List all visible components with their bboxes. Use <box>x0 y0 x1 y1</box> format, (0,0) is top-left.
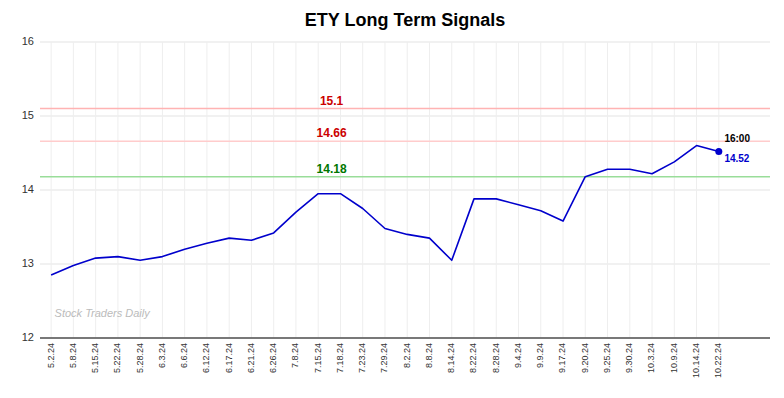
x-grid-line <box>340 42 341 338</box>
reference-label: 14.66 <box>317 126 347 140</box>
x-tick-label: 6.6.24 <box>179 343 189 368</box>
x-grid-line <box>318 42 319 338</box>
x-tick-label: 9.9.24 <box>535 343 545 368</box>
x-grid-line <box>696 42 697 338</box>
x-grid-line <box>73 42 74 338</box>
x-tick-label: 9.30.24 <box>624 343 634 373</box>
watermark: Stock Traders Daily <box>55 307 152 319</box>
x-tick-label: 7.8.24 <box>290 343 300 368</box>
y-grid-line <box>40 116 770 117</box>
x-grid-line <box>473 42 474 338</box>
x-grid-line <box>518 42 519 338</box>
end-time-label: 16:00 <box>724 133 750 144</box>
x-tick-label: 8.8.24 <box>424 343 434 368</box>
x-tick-label: 7.29.24 <box>379 343 389 373</box>
y-grid-line <box>40 42 770 43</box>
plot-area <box>40 109 770 276</box>
x-tick-label: 9.4.24 <box>513 343 523 368</box>
x-grid-line <box>162 42 163 338</box>
y-tick-label: 15 <box>22 109 34 121</box>
reference-line <box>40 108 770 110</box>
x-grid-line <box>206 42 207 338</box>
x-tick-label: 8.14.24 <box>446 343 456 373</box>
x-grid-line <box>384 42 385 338</box>
x-grid-line <box>184 42 185 338</box>
reference-label: 15.1 <box>320 94 344 108</box>
reference-line <box>40 176 770 178</box>
x-tick-label: 5.22.24 <box>112 343 122 373</box>
y-grid-line <box>40 264 770 265</box>
x-tick-label: 5.8.24 <box>68 343 78 368</box>
x-grid-line <box>451 42 452 338</box>
x-tick-label: 6.3.24 <box>157 343 167 368</box>
y-grid-line <box>40 190 770 191</box>
y-tick-label: 13 <box>22 257 34 269</box>
x-axis-line <box>40 337 770 338</box>
x-tick-label: 9.17.24 <box>557 343 567 373</box>
x-tick-label: 7.18.24 <box>335 343 345 373</box>
x-tick-label: 10.3.24 <box>646 343 656 373</box>
x-tick-label: 10.22.24 <box>713 343 723 378</box>
x-tick-label: 6.21.24 <box>246 343 256 373</box>
x-grid-line <box>540 42 541 338</box>
x-tick-label: 8.28.24 <box>491 343 501 373</box>
x-tick-label: 7.23.24 <box>357 343 367 373</box>
x-grid-line <box>496 42 497 338</box>
chart: 12 13 14 15 16 5.2.24 5.8.24 5.15.24 5.22.24 5.28… <box>0 0 784 398</box>
x-grid-line <box>140 42 141 338</box>
end-value-label: 14.52 <box>724 153 749 164</box>
x-tick-label: 6.26.24 <box>268 343 278 373</box>
x-tick-label: 10.9.24 <box>669 343 679 373</box>
x-grid-line <box>607 42 608 338</box>
x-grid-line <box>295 42 296 338</box>
x-grid-line <box>629 42 630 338</box>
x-tick-label: 5.15.24 <box>90 343 100 373</box>
x-tick-label: 5.28.24 <box>135 343 145 373</box>
x-grid-line <box>585 42 586 338</box>
y-grid-line <box>40 338 770 339</box>
y-tick-label: 12 <box>22 331 34 343</box>
x-grid-line <box>429 42 430 338</box>
y-tick-label: 14 <box>22 183 34 195</box>
y-tick-label: 16 <box>22 35 34 47</box>
x-grid-line <box>563 42 564 338</box>
x-grid-line <box>718 42 719 338</box>
x-tick-label: 10.14.24 <box>691 343 701 378</box>
x-tick-label: 5.2.24 <box>46 343 56 368</box>
x-tick-label: 7.15.24 <box>313 343 323 373</box>
x-grid-line <box>362 42 363 338</box>
x-tick-label: 6.12.24 <box>201 343 211 373</box>
x-grid-line <box>273 42 274 338</box>
title: ETY Long Term Signals <box>305 10 505 30</box>
x-grid-line <box>95 42 96 338</box>
x-tick-label: 8.22.24 <box>468 343 478 373</box>
x-grid-line <box>117 42 118 338</box>
x-tick-label: 9.25.24 <box>602 343 612 373</box>
x-grid-line <box>407 42 408 338</box>
grid <box>40 42 770 338</box>
x-grid-line <box>51 42 52 338</box>
end-point <box>715 148 722 155</box>
x-tick-label: 9.20.24 <box>580 343 590 373</box>
price-line <box>51 146 719 276</box>
background <box>0 0 784 398</box>
x-grid-line <box>674 42 675 338</box>
reference-line <box>40 140 770 142</box>
reference-label: 14.18 <box>317 162 347 176</box>
x-tick-label: 8.2.24 <box>402 343 412 368</box>
x-grid-line <box>652 42 653 338</box>
x-tick-label: 6.17.24 <box>224 343 234 373</box>
x-grid-line <box>229 42 230 338</box>
x-grid-line <box>251 42 252 338</box>
